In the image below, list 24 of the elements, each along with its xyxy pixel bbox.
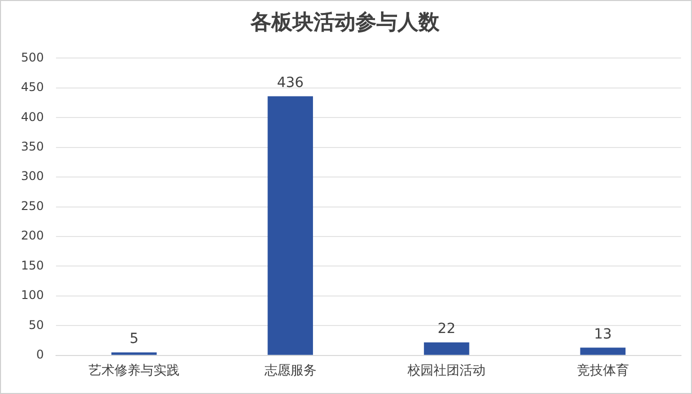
bar [424,342,470,355]
bar [111,352,157,355]
x-tick-label: 艺术修养与实践 [88,362,180,379]
y-tick-label: 100 [21,288,44,302]
bar [268,96,313,355]
y-tick-label: 0 [36,348,44,362]
x-tick-label: 志愿服务 [264,364,316,379]
y-tick-label: 150 [21,258,44,272]
y-tick-label: 400 [21,110,44,124]
y-tick-label: 300 [21,169,44,184]
x-tick-label: 校园社团活动 [406,364,486,379]
bar [580,348,626,355]
data-label: 13 [594,326,612,342]
y-tick-label: 50 [28,318,44,332]
y-tick-label: 450 [21,80,44,94]
y-tick-label: 250 [21,198,44,213]
chart-title: 各板块活动参与人数 [250,9,440,34]
data-label: 436 [276,74,304,91]
y-tick-label: 500 [21,50,44,64]
x-tick-label: 竞技体育 [576,362,629,379]
data-label: 5 [130,331,138,348]
data-label: 22 [438,320,456,337]
y-tick-label: 350 [21,139,44,154]
y-tick-label: 200 [21,228,44,243]
